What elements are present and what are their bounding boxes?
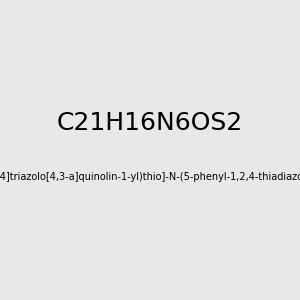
Text: C21H16N6OS2: C21H16N6OS2 — [57, 111, 243, 135]
Text: 2-[(4-methyl[1,2,4]triazolo[4,3-a]quinolin-1-yl)thio]-N-(5-phenyl-1,2,4-thiadiaz: 2-[(4-methyl[1,2,4]triazolo[4,3-a]quinol… — [0, 172, 300, 182]
